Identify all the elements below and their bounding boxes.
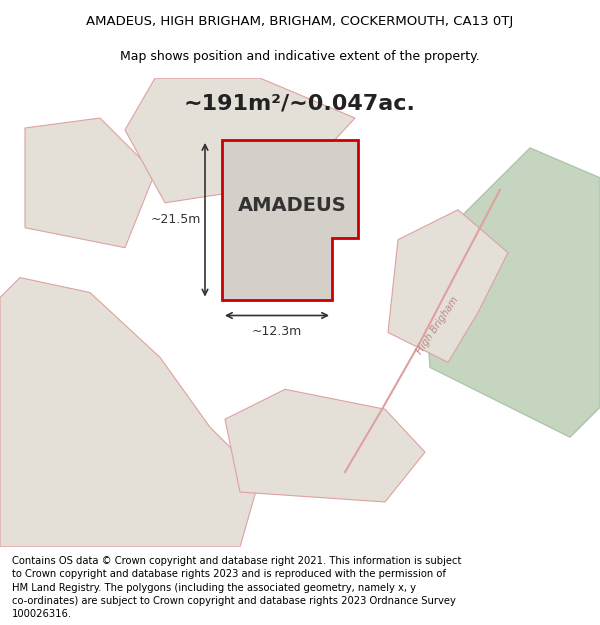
Text: ~12.3m: ~12.3m (252, 326, 302, 339)
Text: Map shows position and indicative extent of the property.: Map shows position and indicative extent… (120, 50, 480, 62)
Text: ~21.5m: ~21.5m (151, 213, 201, 226)
Text: AMADEUS: AMADEUS (238, 196, 346, 215)
Text: Contains OS data © Crown copyright and database right 2021. This information is : Contains OS data © Crown copyright and d… (12, 556, 461, 619)
Text: High Brigham: High Brigham (415, 295, 461, 356)
Polygon shape (388, 210, 508, 362)
Polygon shape (25, 118, 155, 248)
Text: AMADEUS, HIGH BRIGHAM, BRIGHAM, COCKERMOUTH, CA13 0TJ: AMADEUS, HIGH BRIGHAM, BRIGHAM, COCKERMO… (86, 16, 514, 28)
Polygon shape (225, 389, 425, 502)
Polygon shape (425, 148, 600, 437)
Polygon shape (125, 78, 355, 202)
Polygon shape (222, 140, 358, 299)
Polygon shape (0, 278, 260, 547)
Text: ~191m²/~0.047ac.: ~191m²/~0.047ac. (184, 93, 416, 113)
